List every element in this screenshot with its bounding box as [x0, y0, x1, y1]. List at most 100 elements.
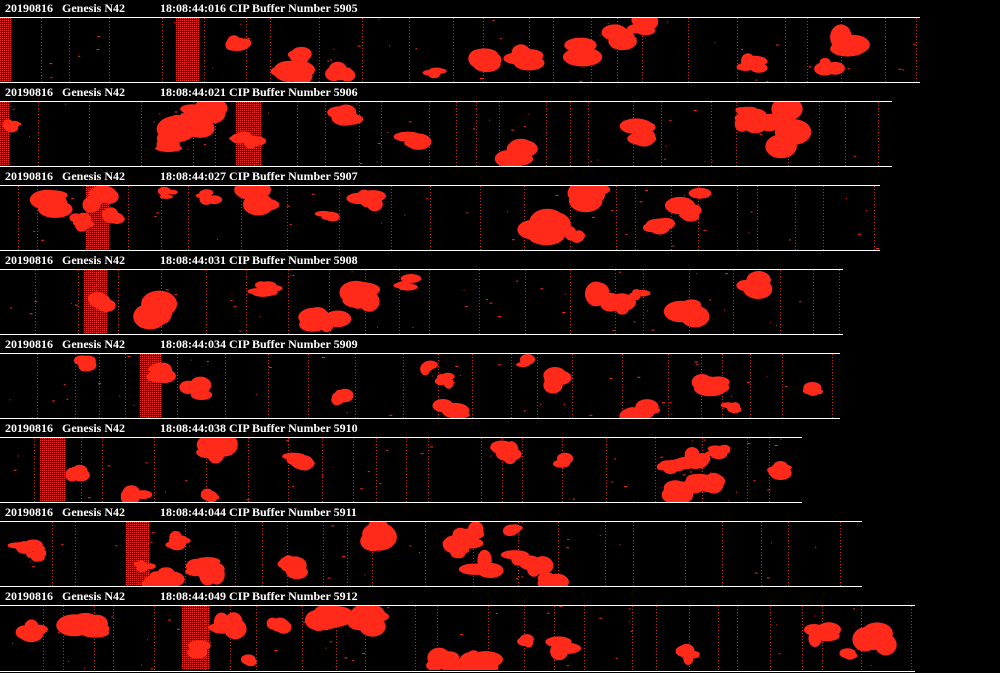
buffer-probe: Genesis N42: [62, 169, 125, 183]
buffer-probe: Genesis N42: [62, 505, 125, 519]
particle-speckle: [694, 361, 698, 363]
particle-speckle: [400, 288, 402, 290]
particle-speckle: [669, 402, 672, 404]
buffer-probe: Genesis N42: [62, 85, 125, 99]
particle-speckle: [363, 538, 364, 540]
buffer-bottom-line: [0, 250, 880, 251]
buffer-time: 18:08:44:027: [160, 169, 226, 183]
particle-speckle: [455, 365, 459, 367]
particle-speckle: [104, 220, 106, 222]
particle-speckle: [187, 148, 189, 150]
particle-blob: [73, 355, 97, 372]
buffer-header: 20190816 Genesis N42 18:08:44:038 CIP Bu…: [0, 420, 1000, 436]
particle-speckle: [376, 161, 378, 163]
particle-blob: [26, 547, 47, 562]
particle-speckle: [487, 663, 491, 665]
particle-speckle: [592, 216, 595, 218]
particle-speckle: [689, 471, 692, 473]
particle-speckle: [709, 299, 712, 301]
particle-speckle: [492, 20, 495, 21]
particle-blob: [814, 57, 845, 76]
particle-speckle: [599, 34, 601, 36]
particle-speckle: [710, 472, 711, 474]
particle-speckle: [368, 617, 371, 619]
particle-speckle: [630, 630, 633, 632]
particle-speckle: [515, 578, 518, 580]
particle-blob: [314, 210, 340, 222]
particle-speckle: [847, 68, 850, 70]
particle-speckle: [495, 613, 498, 614]
particle-blob: [434, 372, 455, 389]
particle-blob: [503, 44, 545, 71]
buffer-title: 18:08:44:044 CIP Buffer Number 5911: [160, 504, 357, 520]
particle-speckle: [286, 440, 289, 442]
particle-speckle: [404, 214, 406, 216]
particle-speckle: [156, 212, 160, 214]
buffer-panel: 20190816 Genesis N42 18:08:44:044 CIP Bu…: [0, 504, 1000, 588]
particle-blob: [82, 186, 119, 213]
particle-speckle: [292, 274, 295, 276]
buffer-date: 20190816: [5, 337, 53, 351]
particle-speckle: [599, 535, 601, 536]
particle-speckle: [378, 18, 380, 20]
particle-blob: [627, 18, 659, 36]
particle-speckle: [524, 126, 526, 128]
buffer-bottom-line: [0, 166, 892, 167]
buffer-label: CIP Buffer Number: [229, 1, 331, 15]
particle-speckle: [766, 376, 768, 378]
particle-blob: [452, 522, 485, 542]
particle-speckle: [389, 45, 391, 47]
particle-speckle: [724, 309, 726, 311]
particle-blob: [420, 360, 438, 376]
particle-speckle: [682, 474, 686, 476]
particle-speckle: [528, 113, 530, 115]
particle-blob: [240, 654, 257, 667]
particle-speckle: [290, 274, 292, 276]
particle-blob: [468, 48, 502, 73]
buffer-time: 18:08:44:049: [160, 589, 226, 603]
particle-speckle: [616, 26, 620, 28]
particle-speckle: [387, 132, 389, 133]
particle-image-strip: [12, 606, 912, 670]
particle-speckle: [789, 239, 792, 241]
particle-speckle: [785, 385, 788, 387]
particle-blob: [601, 24, 637, 51]
particle-speckle: [660, 456, 664, 458]
particle-speckle: [321, 475, 323, 477]
particle-speckle: [149, 582, 153, 584]
particle-blob: [225, 35, 252, 51]
particle-speckle: [490, 455, 492, 457]
particle-speckle: [159, 113, 161, 115]
buffer-top-line: [0, 185, 880, 186]
particle-blob: [270, 60, 315, 82]
particle-speckle: [93, 286, 97, 288]
particle-speckle: [289, 223, 292, 225]
particle-blob: [327, 104, 364, 126]
particle-speckle: [798, 132, 799, 134]
particle-blob: [247, 281, 283, 297]
particle-blob: [517, 634, 534, 648]
particle-speckle: [499, 38, 502, 40]
particle-blob: [156, 111, 215, 143]
particle-speckle: [167, 583, 169, 585]
particle-speckle: [759, 133, 763, 135]
particle-speckle: [72, 466, 75, 468]
buffer-date: 20190816: [5, 253, 53, 267]
particle-speckle: [150, 668, 154, 670]
buffer-date: 20190816: [5, 589, 53, 603]
particle-blob: [619, 399, 661, 418]
particle-speckle: [216, 238, 218, 240]
particle-speckle: [858, 233, 861, 235]
particle-speckle: [57, 632, 60, 634]
particle-blob: [767, 461, 792, 480]
particle-blob: [661, 480, 702, 502]
particle-blob: [804, 622, 841, 647]
buffer-title: 18:08:44:038 CIP Buffer Number 5910: [160, 420, 358, 436]
particle-speckle: [377, 142, 381, 144]
particle-speckle: [748, 232, 750, 234]
particle-blob: [494, 138, 538, 166]
particle-blob: [180, 102, 228, 124]
particle-blob: [65, 464, 90, 482]
buffer-label: CIP Buffer Number: [229, 505, 331, 519]
buffer-date: 20190816: [5, 421, 53, 435]
